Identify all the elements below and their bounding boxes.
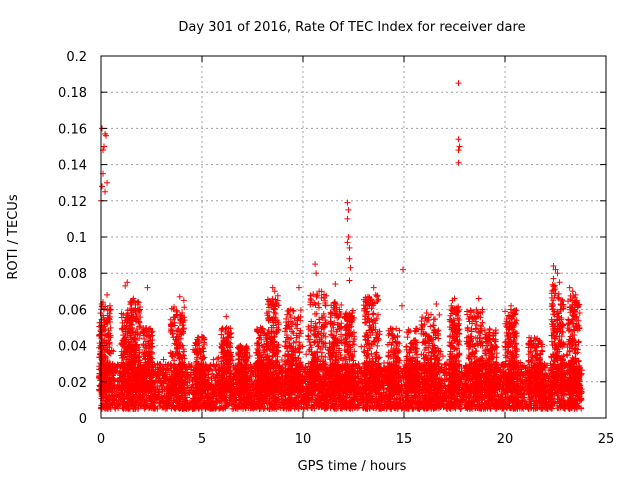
data-point	[439, 353, 446, 360]
data-point	[214, 355, 221, 362]
data-point	[303, 351, 310, 358]
data-point	[229, 405, 236, 412]
data-points	[96, 80, 585, 412]
data-point	[547, 360, 554, 367]
chart-title: Day 301 of 2016, Rate Of TEC Index for r…	[178, 20, 525, 35]
data-point	[160, 356, 167, 363]
